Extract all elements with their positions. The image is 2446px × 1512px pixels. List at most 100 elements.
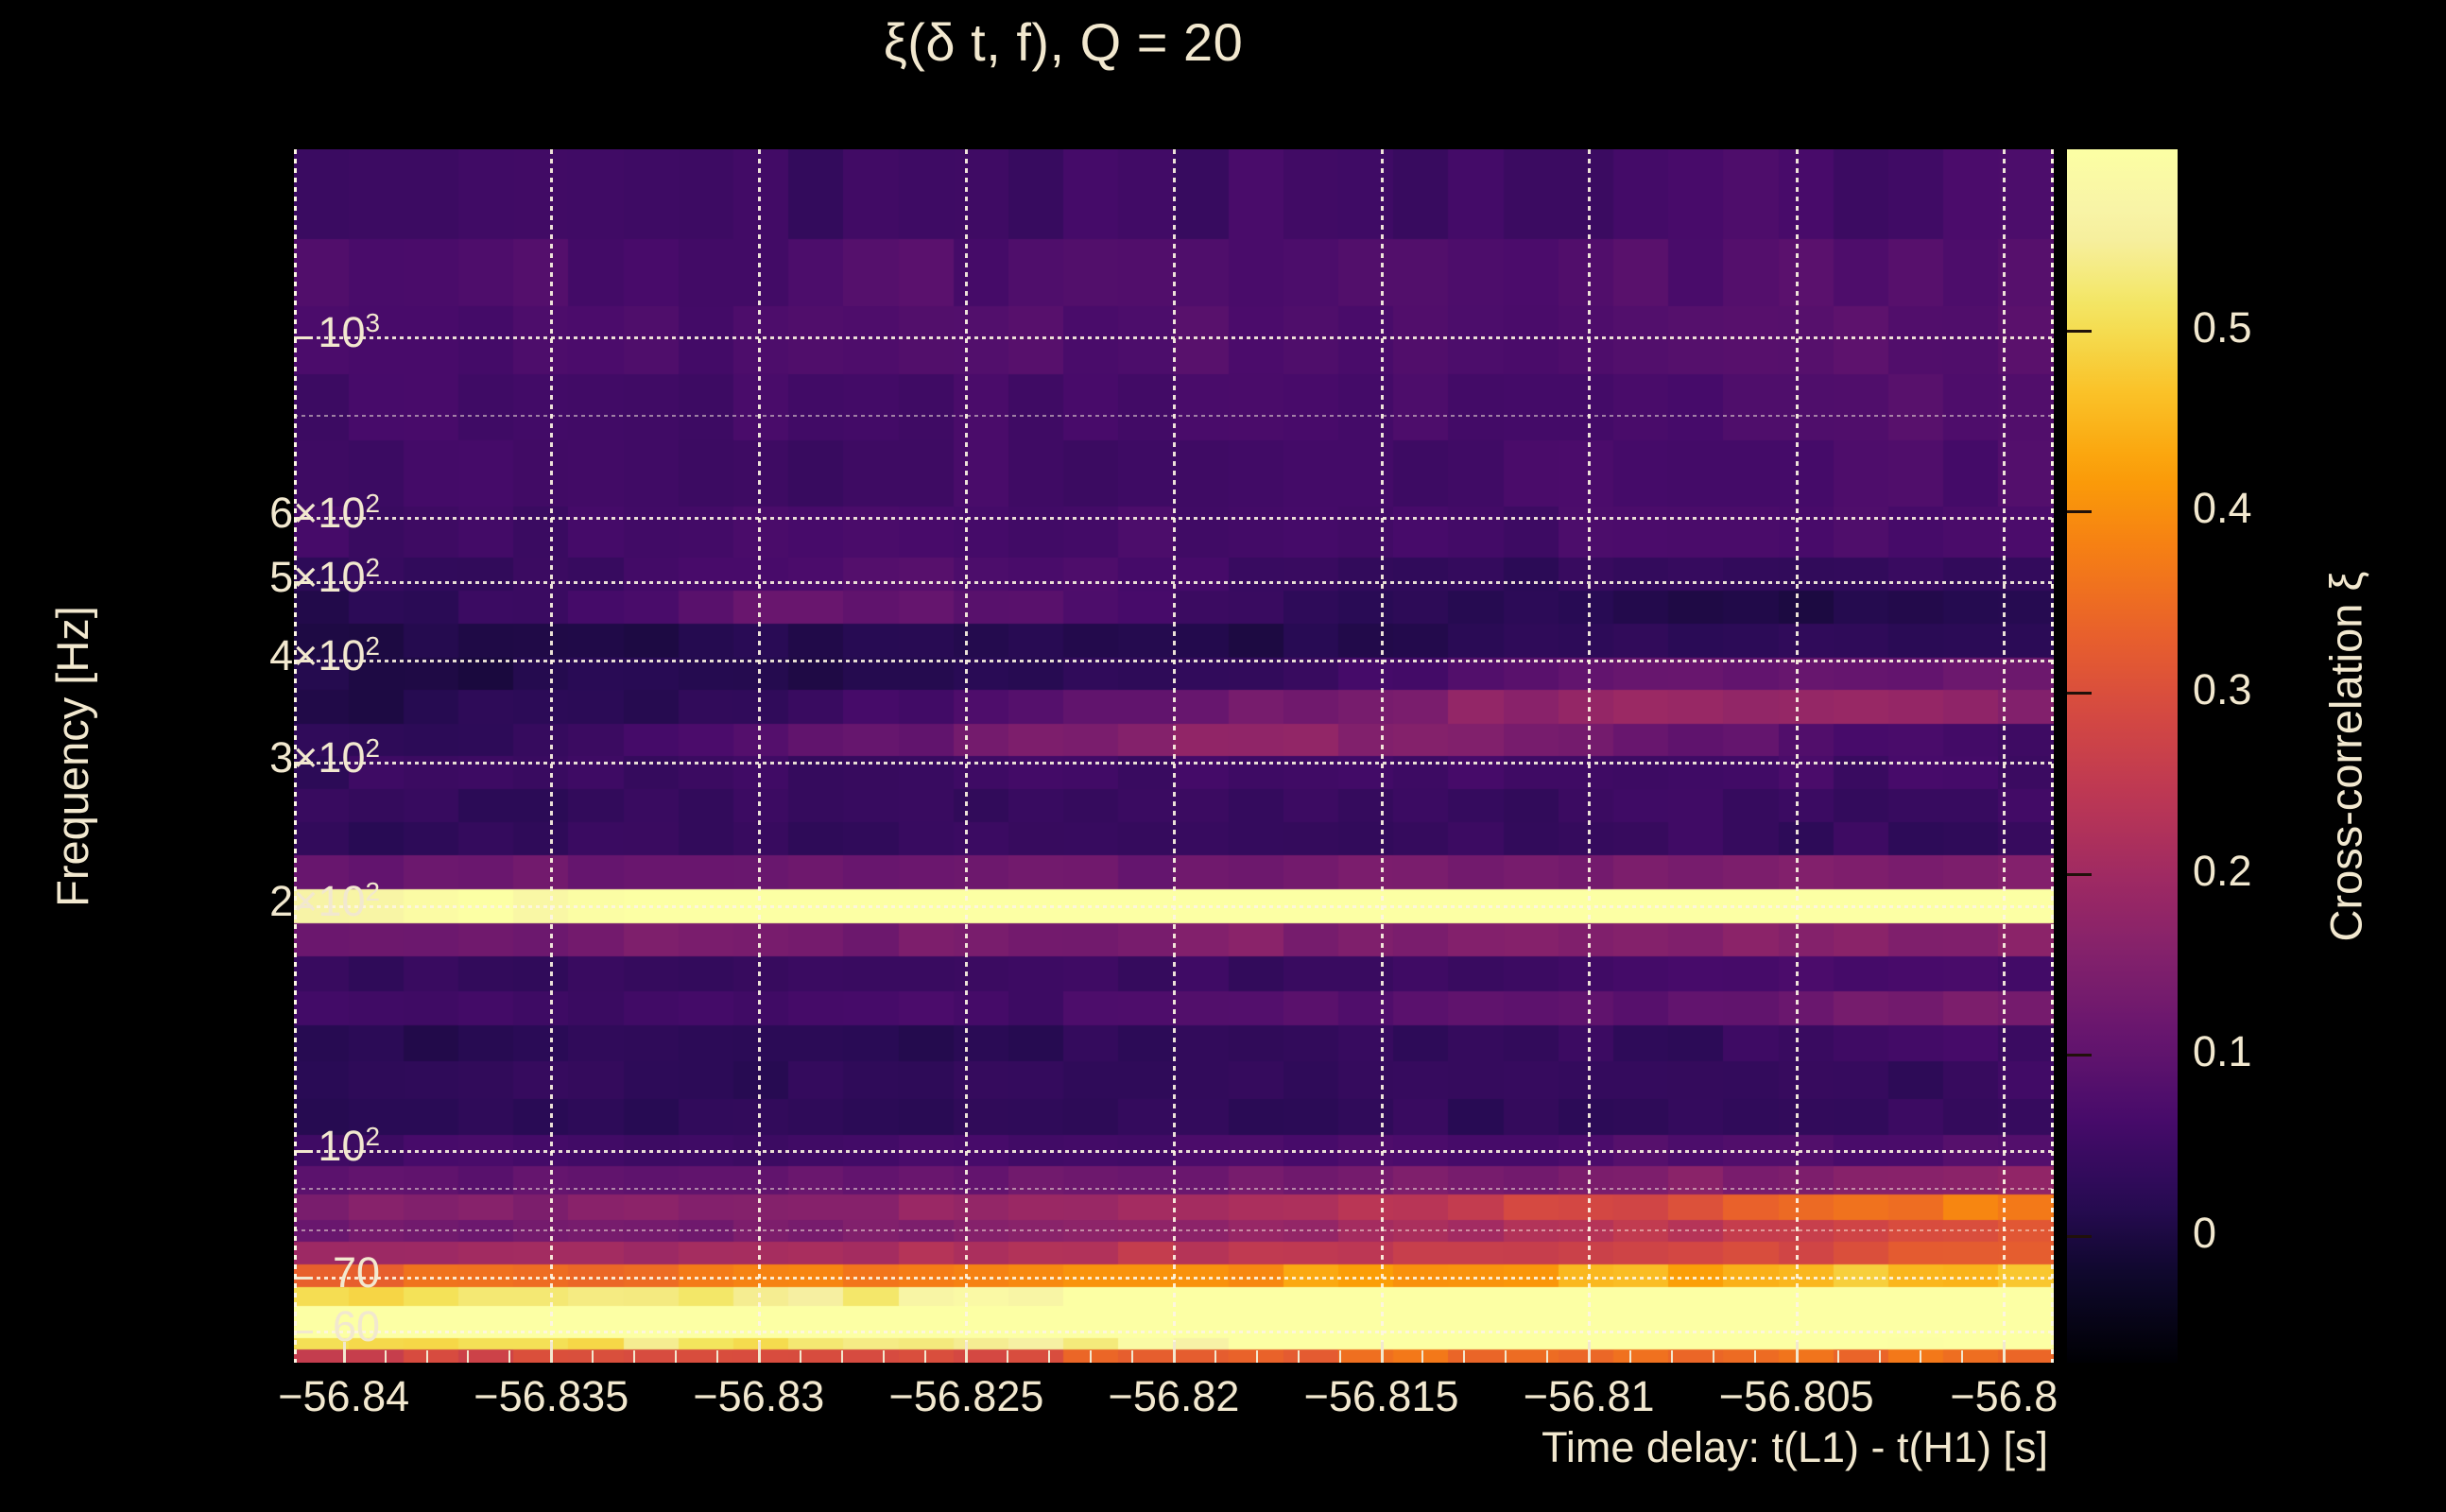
y-gridline (294, 904, 2054, 908)
colorbar-tick-label: 0 (2193, 1208, 2217, 1257)
colorbar-tick (2067, 510, 2092, 514)
x-axis-minor-tick (1712, 1350, 1714, 1363)
x-axis-tick (342, 1342, 346, 1363)
x-axis-minor-tick (675, 1350, 678, 1363)
colorbar-tick (2067, 1054, 2092, 1057)
page-title: ξ(δ t, f), Q = 20 (883, 12, 1244, 72)
x-axis-tick-label: −56.84 (278, 1372, 410, 1420)
y-minor-gridline (294, 1228, 2054, 1231)
x-axis-tick (2003, 1342, 2007, 1363)
y-gridline (294, 1276, 2054, 1280)
y-axis-tick (294, 1150, 313, 1154)
x-axis-minor-tick (715, 1350, 718, 1363)
x-axis-tick (550, 1342, 554, 1363)
y-gridline (294, 762, 2054, 765)
x-axis-minor-tick (799, 1350, 801, 1363)
x-axis-minor-tick (1255, 1350, 1258, 1363)
x-gridline (1173, 149, 1176, 1363)
y-axis-tick (294, 904, 313, 908)
x-axis-minor-tick (840, 1350, 843, 1363)
colorbar-tick-label: 0.2 (2193, 846, 2252, 895)
x-axis-minor-tick (1007, 1350, 1009, 1363)
y-axis-tick-label: 6×102 (269, 488, 380, 537)
x-axis-minor-tick (1878, 1350, 1881, 1363)
x-axis-minor-tick (882, 1350, 885, 1363)
x-axis-tick (757, 1342, 761, 1363)
y-minor-gridline (294, 1187, 2054, 1190)
y-axis-tick (294, 762, 313, 765)
y-axis-tick-label: 3×102 (269, 733, 380, 782)
y-axis-tick (294, 660, 313, 663)
heatmap-plot-area (294, 149, 2054, 1363)
x-axis-minor-tick (1297, 1350, 1300, 1363)
x-axis-minor-tick (1670, 1350, 1673, 1363)
y-gridline (294, 580, 2054, 584)
y-gridline (294, 1331, 2054, 1334)
colorbar-tick (2067, 872, 2092, 876)
x-gridline (2003, 149, 2007, 1363)
x-axis-tick (1588, 1342, 1592, 1363)
x-axis-minor-tick (1505, 1350, 1507, 1363)
y-axis-tick (294, 516, 313, 520)
colorbar-tick (2067, 1234, 2092, 1238)
colorbar-tick-label: 0.5 (2193, 302, 2252, 352)
x-axis-tick-label: −56.815 (1303, 1372, 1459, 1420)
y-axis-tick (294, 335, 313, 339)
colorbar-tick-label: 0.1 (2193, 1027, 2252, 1076)
y-axis-title: Frequency [Hz] (43, 149, 100, 1363)
axis-left-spine (294, 149, 297, 1363)
x-axis-minor-tick (592, 1350, 594, 1363)
x-axis-tick-label: −56.81 (1523, 1372, 1655, 1420)
x-axis-minor-tick (425, 1350, 428, 1363)
y-gridline (294, 660, 2054, 663)
x-axis-minor-tick (633, 1350, 636, 1363)
colorbar-tick (2067, 329, 2092, 333)
x-axis-minor-tick (1961, 1350, 1964, 1363)
x-axis-minor-tick (508, 1350, 511, 1363)
y-minor-gridline (294, 415, 2054, 418)
x-gridline (1380, 149, 1384, 1363)
x-axis-tick-label: −56.805 (1718, 1372, 1874, 1420)
y-axis-tick-label: 5×102 (269, 552, 380, 601)
x-axis-minor-tick (1463, 1350, 1466, 1363)
colorbar-title: Cross-correlation ξ (2317, 149, 2374, 1363)
x-axis-minor-tick (467, 1350, 470, 1363)
colorbar-gradient (2067, 149, 2178, 1363)
x-axis-tick-label: −56.8 (1950, 1372, 2058, 1420)
x-axis-tick (1173, 1342, 1176, 1363)
x-axis-tick (965, 1342, 969, 1363)
x-axis-minor-tick (1836, 1350, 1839, 1363)
axis-right-spine (2051, 149, 2054, 1363)
x-axis-minor-tick (1090, 1350, 1093, 1363)
y-axis-tick (294, 1331, 313, 1334)
x-gridline (757, 149, 761, 1363)
x-axis-tick-label: −56.82 (1108, 1372, 1240, 1420)
x-axis-minor-tick (1338, 1350, 1341, 1363)
y-axis-tick (294, 1276, 313, 1280)
x-axis-minor-tick (1048, 1350, 1051, 1363)
x-axis-minor-tick (1214, 1350, 1216, 1363)
x-axis-title: Time delay: t(L1) - t(H1) [s] (1542, 1423, 2048, 1471)
x-gridline (965, 149, 969, 1363)
y-axis-tick-label: 70 (332, 1247, 380, 1297)
x-axis-minor-tick (1629, 1350, 1632, 1363)
colorbar-tick (2067, 691, 2092, 695)
y-axis-tick-label: 103 (318, 307, 380, 356)
x-axis-minor-tick (1546, 1350, 1549, 1363)
x-axis-minor-tick (1131, 1350, 1134, 1363)
x-axis-minor-tick (1920, 1350, 1922, 1363)
x-gridline (1588, 149, 1592, 1363)
x-axis-minor-tick (923, 1350, 926, 1363)
x-axis-tick-label: −56.825 (888, 1372, 1044, 1420)
x-gridline (1795, 149, 1799, 1363)
y-axis-tick (294, 580, 313, 584)
colorbar-title-text: Cross-correlation ξ (2320, 571, 2371, 941)
y-gridline (294, 1150, 2054, 1154)
y-axis-tick-label: 4×102 (269, 631, 380, 680)
y-gridline (294, 335, 2054, 339)
x-axis-tick (1795, 1342, 1799, 1363)
x-axis-minor-tick (1753, 1350, 1756, 1363)
colorbar (2067, 149, 2178, 1363)
y-axis-tick-label: 2×102 (269, 876, 380, 925)
